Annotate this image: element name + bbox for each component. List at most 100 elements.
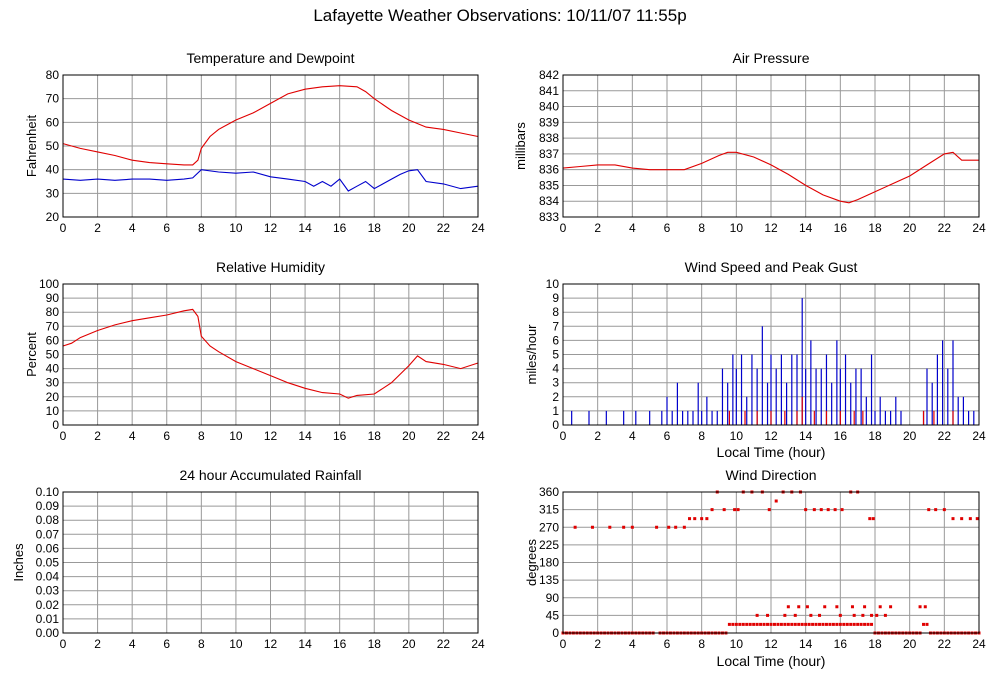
humidity-ytick-label: 80 <box>46 305 60 319</box>
direction-point <box>748 622 752 626</box>
direction-xtick-label: 22 <box>938 637 952 651</box>
wind-title: Wind Speed and Peak Gust <box>685 259 858 275</box>
direction-point <box>630 525 634 529</box>
page-title: Lafayette Weather Observations: 10/11/07… <box>313 6 687 25</box>
direction-point <box>934 508 938 512</box>
rain-plot-frame <box>62 491 479 634</box>
pressure-xtick-label: 12 <box>764 221 778 235</box>
direction-point <box>868 517 872 521</box>
pressure-title: Air Pressure <box>732 50 809 66</box>
direction-point <box>674 525 678 529</box>
temp-ytick-label: 20 <box>46 210 60 224</box>
direction-xtick-label: 6 <box>664 637 671 651</box>
direction-ytick-label: 270 <box>539 520 559 534</box>
direction-point <box>774 499 778 503</box>
humidity-xtick-label: 20 <box>402 429 416 443</box>
direction-point <box>807 622 811 626</box>
pressure-xtick-label: 10 <box>730 221 744 235</box>
direction-point <box>835 605 839 609</box>
wind-plot-frame <box>562 283 980 426</box>
wind-ytick-label: 8 <box>552 305 559 319</box>
humidity-ytick-label: 50 <box>46 348 60 362</box>
direction-point <box>783 613 787 617</box>
direction-point <box>856 622 860 626</box>
wind-ytick-label: 10 <box>546 277 560 291</box>
rain-ytick-label: 0.08 <box>36 513 60 527</box>
humidity-xtick-label: 10 <box>229 429 243 443</box>
wind-xtick-label: 20 <box>903 429 917 443</box>
direction-point <box>878 605 882 609</box>
humidity-ytick-label: 90 <box>46 291 60 305</box>
humidity-ylabel: Percent <box>24 332 39 377</box>
direction-point <box>871 517 875 521</box>
pressure-xtick-label: 6 <box>664 221 671 235</box>
temp-ylabel: Fahrenheit <box>24 115 39 178</box>
temp-xtick-label: 4 <box>129 221 136 235</box>
direction-xtick-label: 20 <box>903 637 917 651</box>
rain-ytick-label: 0.09 <box>36 499 60 513</box>
direction-ytick-label: 360 <box>539 485 559 499</box>
rain-ytick-label: 0.00 <box>36 626 60 640</box>
direction-point <box>755 622 759 626</box>
direction-point <box>826 508 830 512</box>
humidity-xtick-label: 6 <box>163 429 170 443</box>
temp-ytick-label: 80 <box>46 68 60 82</box>
direction-point <box>741 622 745 626</box>
direction-point <box>769 622 773 626</box>
wind-ylabel: miles/hour <box>524 324 539 385</box>
pressure-xtick-label: 16 <box>834 221 848 235</box>
direction-point <box>883 613 887 617</box>
wind-ytick-label: 0 <box>552 418 559 432</box>
pressure-ytick-label: 838 <box>539 131 559 145</box>
direction-point <box>797 622 801 626</box>
direction-point <box>838 613 842 617</box>
direction-point <box>800 622 804 626</box>
direction-point <box>767 508 771 512</box>
direction-point <box>818 613 822 617</box>
temp-xtick-label: 24 <box>471 221 485 235</box>
direction-point <box>923 605 927 609</box>
humidity-xtick-label: 8 <box>198 429 205 443</box>
rain-xtick-label: 12 <box>264 637 278 651</box>
direction-point <box>863 605 867 609</box>
rain-xtick-label: 0 <box>60 637 67 651</box>
direction-point <box>762 622 766 626</box>
direction-point <box>823 605 827 609</box>
pressure-ytick-label: 840 <box>539 100 559 114</box>
direction-ytick-label: 90 <box>546 591 560 605</box>
temp-xtick-label: 10 <box>229 221 243 235</box>
humidity-ytick-label: 10 <box>46 404 60 418</box>
direction-point <box>655 525 659 529</box>
rain-xtick-label: 18 <box>368 637 382 651</box>
temp-series-line-1 <box>62 169 479 192</box>
pressure-xtick-label: 8 <box>698 221 705 235</box>
wind-xtick-label: 8 <box>698 429 705 443</box>
wind-xtick-label: 12 <box>764 429 778 443</box>
wind-ytick-label: 4 <box>552 362 559 376</box>
temp-xtick-label: 8 <box>198 221 205 235</box>
direction-point <box>722 508 726 512</box>
direction-xtick-label: 8 <box>698 637 705 651</box>
pressure-ytick-label: 836 <box>539 163 559 177</box>
rain-xtick-label: 4 <box>129 637 136 651</box>
humidity-ytick-label: 60 <box>46 333 60 347</box>
wind-xtick-label: 4 <box>629 429 636 443</box>
direction-point <box>870 613 874 617</box>
humidity-xtick-label: 0 <box>60 429 67 443</box>
direction-point <box>693 517 697 521</box>
direction-xtick-label: 10 <box>730 637 744 651</box>
humidity-xtick-label: 16 <box>333 429 347 443</box>
direction-point <box>811 622 815 626</box>
humidity-title: Relative Humidity <box>216 259 325 275</box>
humidity-xtick-label: 24 <box>471 429 485 443</box>
direction-point <box>667 525 671 529</box>
direction-point <box>866 622 870 626</box>
direction-point <box>831 622 835 626</box>
wind-ytick-label: 1 <box>552 404 559 418</box>
direction-point <box>573 525 577 529</box>
direction-ytick-label: 315 <box>539 503 559 517</box>
humidity-ytick-label: 0 <box>52 418 59 432</box>
direction-point <box>809 613 813 617</box>
pressure-xtick-label: 2 <box>594 221 601 235</box>
